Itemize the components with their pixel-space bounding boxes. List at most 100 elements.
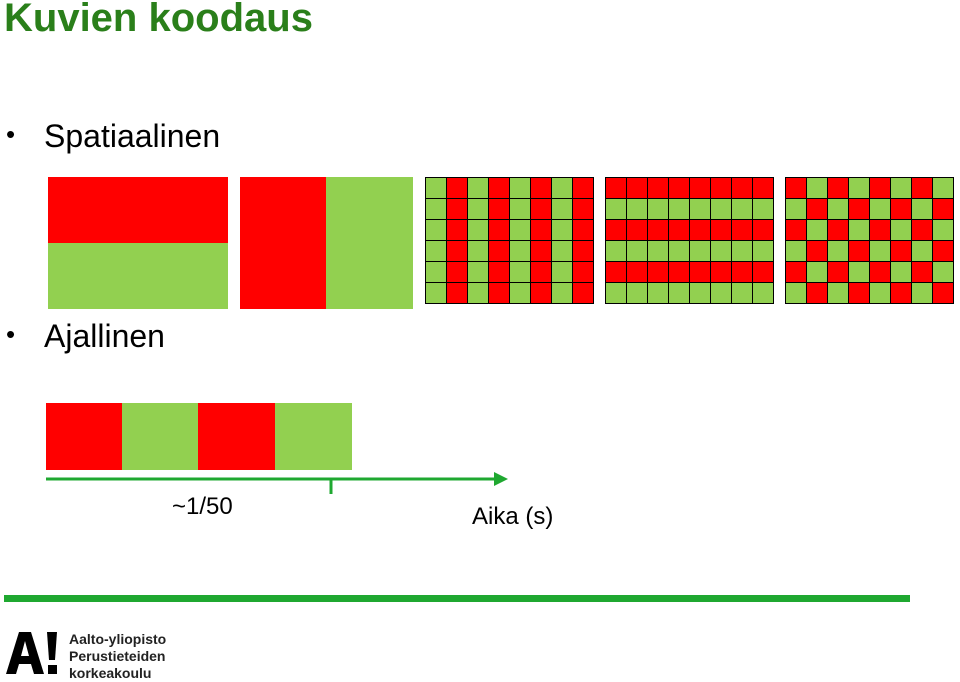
grid-cell (447, 283, 467, 303)
frame-green (275, 403, 352, 470)
grid-cell (933, 220, 953, 240)
logo-line-3: korkeakoulu (69, 665, 152, 681)
bullet-marker: • (6, 119, 16, 149)
logo-text: Aalto-yliopisto Perustieteiden korkeakou… (69, 631, 166, 682)
bullet-marker: • (6, 319, 16, 349)
grid-cell (753, 283, 773, 303)
grid-cell (732, 199, 752, 219)
grid-cell (753, 262, 773, 282)
page-title: Kuvien koodaus (4, 0, 313, 40)
grid-cell (447, 241, 467, 261)
grid-cell (807, 241, 827, 261)
bullet-spatial-label: Spatiaalinen (44, 118, 221, 154)
grid-cell (573, 262, 593, 282)
grid-cell (531, 199, 551, 219)
grid-cell (732, 262, 752, 282)
grid-cell (711, 220, 731, 240)
grid-cell (552, 262, 572, 282)
grid-cell (828, 178, 848, 198)
grid-cell (552, 178, 572, 198)
grid-cell (573, 199, 593, 219)
grid-cell (627, 199, 647, 219)
grid-cell (489, 220, 509, 240)
grid-cell (669, 199, 689, 219)
grid-cell (489, 241, 509, 261)
grid-cell (552, 199, 572, 219)
grid-cell (711, 178, 731, 198)
grid-cell (786, 283, 806, 303)
grid-cell (510, 199, 530, 219)
grid-cell (870, 283, 890, 303)
grid-cell (489, 178, 509, 198)
grid-cell (573, 178, 593, 198)
grid-cell (891, 178, 911, 198)
grid-cell (627, 178, 647, 198)
grid-cell (606, 241, 626, 261)
grid-cell (447, 220, 467, 240)
grid-cell (447, 178, 467, 198)
grid-cell (828, 220, 848, 240)
grid-cell (912, 283, 932, 303)
grid-cell (807, 199, 827, 219)
grid-cell (669, 241, 689, 261)
grid-cell (552, 241, 572, 261)
grid-cell (426, 262, 446, 282)
grid-cell (912, 241, 932, 261)
grid-cell (912, 220, 932, 240)
grid-cell (510, 241, 530, 261)
green-half (326, 177, 413, 309)
grid-cell (786, 199, 806, 219)
grid-cell (753, 199, 773, 219)
grid-cell (669, 262, 689, 282)
grid-cell (690, 283, 710, 303)
grid-cell (648, 178, 668, 198)
grid-cell (891, 283, 911, 303)
horizontal-stripes-grid (605, 177, 774, 304)
grid-cell (468, 241, 488, 261)
bullet-temporal-label: Ajallinen (44, 318, 165, 354)
grid-cell (849, 241, 869, 261)
grid-cell (753, 220, 773, 240)
grid-cell (531, 262, 551, 282)
grid-cell (786, 262, 806, 282)
tick-label: ~1/50 (172, 493, 233, 520)
grid-cell (573, 241, 593, 261)
grid-cell (690, 178, 710, 198)
grid-cell (648, 199, 668, 219)
grid-cell (531, 241, 551, 261)
grid-cell (468, 220, 488, 240)
grid-cell (627, 262, 647, 282)
grid-cell (849, 262, 869, 282)
grid-cell (870, 241, 890, 261)
grid-cell (786, 220, 806, 240)
footer-divider (4, 595, 910, 602)
grid-cell (711, 283, 731, 303)
grid-cell (426, 178, 446, 198)
grid-cell (627, 241, 647, 261)
grid-cell (732, 178, 752, 198)
grid-cell (732, 220, 752, 240)
grid-cell (807, 178, 827, 198)
grid-cell (828, 199, 848, 219)
frame-green (122, 403, 198, 470)
grid-cell (606, 283, 626, 303)
grid-cell (828, 241, 848, 261)
grid-cell (468, 178, 488, 198)
grid-cell (531, 220, 551, 240)
grid-cell (531, 283, 551, 303)
checkerboard-grid (785, 177, 954, 304)
grid-cell (606, 178, 626, 198)
grid-cell (669, 220, 689, 240)
grid-cell (870, 262, 890, 282)
frame-red (46, 403, 122, 470)
grid-cell (891, 220, 911, 240)
red-half (48, 177, 228, 243)
grid-cell (753, 241, 773, 261)
logo-line-1: Aalto-yliopisto (69, 631, 167, 647)
grid-cell (912, 178, 932, 198)
grid-cell (510, 283, 530, 303)
grid-cell (690, 220, 710, 240)
grid-cell (510, 262, 530, 282)
grid-cell (510, 178, 530, 198)
